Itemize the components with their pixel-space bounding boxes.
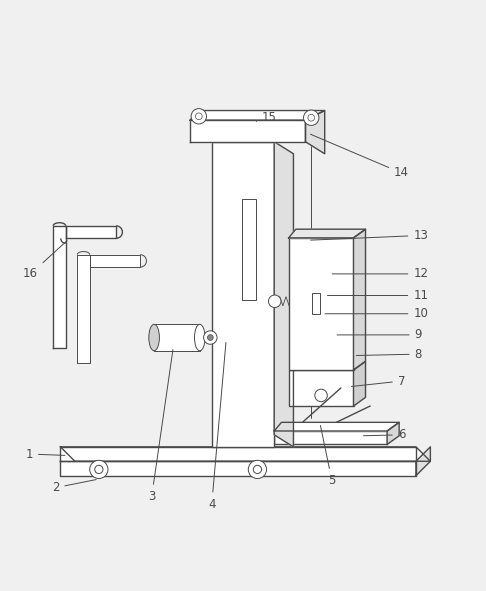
Text: 10: 10: [325, 307, 428, 320]
Text: 5: 5: [320, 426, 335, 487]
Polygon shape: [387, 423, 399, 444]
Bar: [312, 293, 320, 314]
Polygon shape: [190, 120, 306, 142]
Bar: [289, 370, 353, 406]
Text: 11: 11: [328, 289, 428, 302]
Text: 4: 4: [208, 342, 226, 511]
Ellipse shape: [194, 324, 205, 350]
Circle shape: [208, 335, 213, 340]
Polygon shape: [60, 447, 431, 461]
Circle shape: [304, 110, 319, 125]
Text: 3: 3: [148, 350, 173, 503]
Text: 14: 14: [311, 134, 409, 180]
Polygon shape: [353, 229, 365, 370]
Circle shape: [268, 295, 281, 307]
Text: 13: 13: [311, 229, 428, 242]
Circle shape: [95, 465, 103, 473]
Ellipse shape: [149, 324, 159, 350]
Polygon shape: [77, 255, 90, 363]
Polygon shape: [190, 111, 325, 120]
Circle shape: [315, 389, 327, 402]
Polygon shape: [416, 447, 431, 476]
Text: 2: 2: [52, 479, 96, 494]
Bar: [242, 199, 257, 300]
Circle shape: [253, 465, 261, 473]
Polygon shape: [274, 142, 294, 447]
Bar: [154, 324, 200, 350]
Circle shape: [90, 460, 108, 479]
Circle shape: [204, 331, 217, 345]
Polygon shape: [66, 226, 116, 238]
Text: 7: 7: [351, 375, 405, 388]
Bar: [274, 431, 387, 444]
Text: 12: 12: [332, 267, 428, 280]
Text: 1: 1: [25, 447, 65, 460]
Polygon shape: [60, 447, 416, 461]
Circle shape: [248, 460, 266, 479]
Text: 16: 16: [23, 241, 67, 280]
Polygon shape: [90, 255, 140, 267]
Polygon shape: [306, 111, 325, 154]
Text: 9: 9: [337, 329, 422, 342]
Polygon shape: [60, 461, 416, 476]
Polygon shape: [353, 361, 365, 406]
Circle shape: [191, 109, 207, 124]
Text: 8: 8: [356, 348, 422, 361]
Bar: [212, 142, 274, 447]
Bar: [289, 238, 353, 370]
Text: 6: 6: [364, 428, 405, 441]
Polygon shape: [289, 229, 365, 238]
Text: 15: 15: [257, 111, 277, 124]
Polygon shape: [274, 423, 399, 431]
Polygon shape: [53, 226, 66, 348]
